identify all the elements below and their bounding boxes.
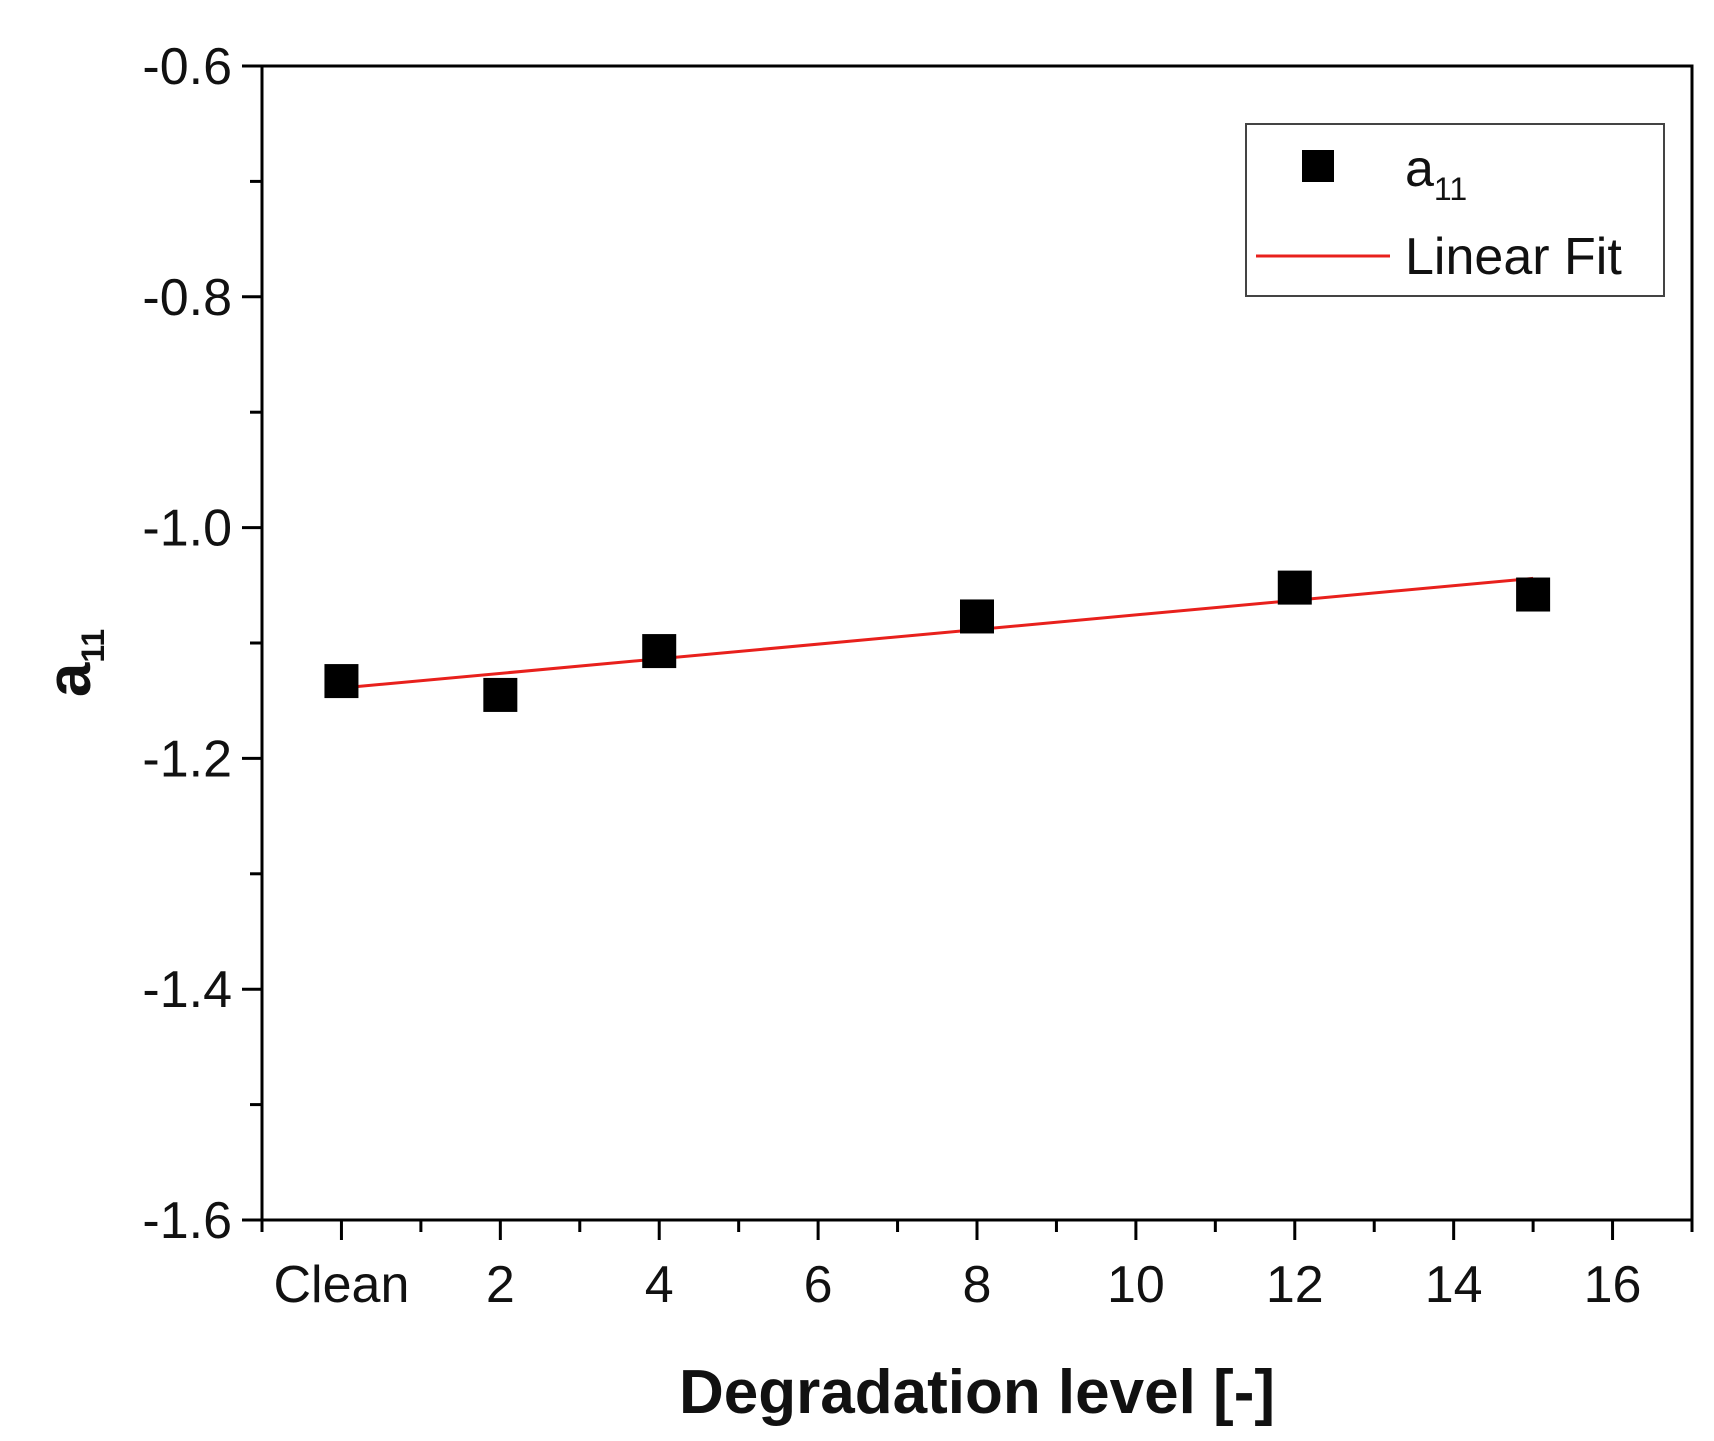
x-axis-title: Degradation level [-]	[679, 1358, 1275, 1427]
x-tick-label: 8	[963, 1256, 992, 1314]
x-tick-label: 16	[1584, 1256, 1642, 1314]
axis-ticks	[242, 64, 1694, 1240]
plot-frame	[260, 64, 1694, 1222]
series-layer	[324, 570, 1551, 712]
y-tick-label: -1.4	[142, 961, 232, 1019]
y-tick-label: -0.6	[142, 38, 232, 96]
y-tick-label: -0.8	[142, 269, 232, 327]
y-tick-label: -1.0	[142, 500, 232, 558]
data-point-a11	[1277, 570, 1312, 605]
data-point-a11	[960, 599, 994, 634]
x-tick-label: 4	[645, 1256, 674, 1314]
x-tick-label: 6	[804, 1256, 833, 1314]
x-tick-label: 10	[1107, 1256, 1165, 1314]
data-point-a11	[642, 634, 677, 669]
x-tick-label: 12	[1266, 1256, 1324, 1314]
legend-label-linear-fit: Linear Fit	[1405, 228, 1622, 286]
y-axis-title-subscript: 11	[75, 629, 111, 663]
data-point-a11	[1516, 577, 1551, 612]
data-point-a11	[324, 664, 359, 699]
legend-label-a11-main: a	[1405, 140, 1434, 198]
y-axis-title: a11	[35, 629, 111, 697]
y-tick-label: -1.2	[142, 730, 232, 788]
x-tick-label: 2	[486, 1256, 515, 1314]
legend: a11 Linear Fit	[1245, 123, 1665, 297]
y-axis-title-main: a	[35, 662, 104, 697]
legend-label-a11-subscript: 11	[1434, 171, 1467, 207]
x-tick-label: 14	[1425, 1256, 1483, 1314]
legend-marker-square	[1302, 150, 1334, 182]
x-tick-label: Clean	[274, 1256, 410, 1314]
y-tick-label: -1.6	[142, 1192, 232, 1250]
linear-fit-line	[341, 576, 1534, 690]
data-point-a11	[483, 677, 518, 712]
axis-tick-labels: Clean 2 4 6 8 10 12 14 16 -0.6 -0.8 -1.0 -1.2 -1.4 -1.…	[142, 38, 1641, 1314]
legend-label-a11: a11	[1405, 140, 1467, 207]
